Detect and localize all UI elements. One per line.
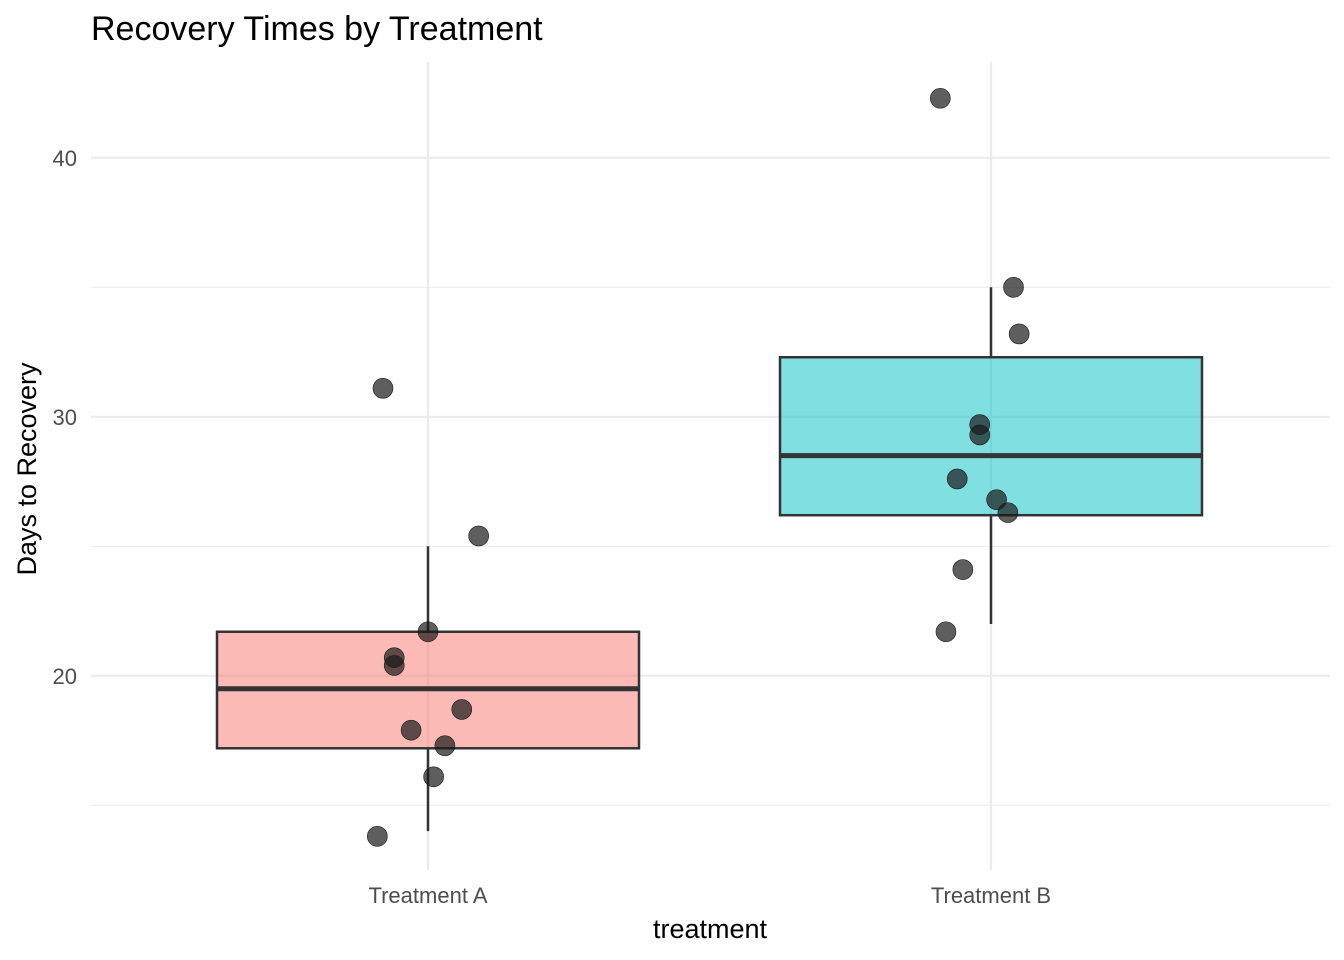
iqr-box — [778, 355, 1204, 517]
y-tick-label: 40 — [53, 146, 77, 171]
x-tick-label: Treatment B — [931, 883, 1051, 908]
data-point — [383, 655, 405, 676]
box-1 — [215, 546, 641, 832]
data-point — [952, 559, 974, 580]
y-tick-labels: 20 30 40 — [53, 146, 77, 689]
box-2 — [778, 287, 1204, 624]
x-tick-labels: Treatment A Treatment B — [368, 883, 1051, 908]
x-axis-title: treatment — [653, 914, 768, 944]
data-point — [1003, 277, 1024, 298]
data-point — [997, 502, 1019, 523]
data-point — [1008, 323, 1030, 345]
data-point — [434, 735, 456, 756]
data-point — [946, 468, 968, 490]
x-tick-label: Treatment A — [368, 883, 487, 908]
data-point — [372, 378, 394, 399]
data-point — [930, 87, 951, 109]
data-point — [367, 826, 388, 847]
data-point — [969, 424, 991, 446]
boxes-layer — [215, 287, 1204, 832]
y-tick-label: 30 — [53, 405, 77, 430]
y-axis-title: Days to Recovery — [12, 362, 42, 576]
data-point — [935, 621, 957, 643]
points-layer — [367, 87, 1030, 847]
data-point — [417, 621, 439, 643]
data-point — [400, 719, 422, 741]
data-point — [423, 766, 444, 788]
data-point — [468, 525, 489, 547]
chart-title: Recovery Times by Treatment — [91, 10, 543, 48]
y-tick-label: 20 — [53, 664, 77, 689]
data-point — [451, 699, 473, 720]
